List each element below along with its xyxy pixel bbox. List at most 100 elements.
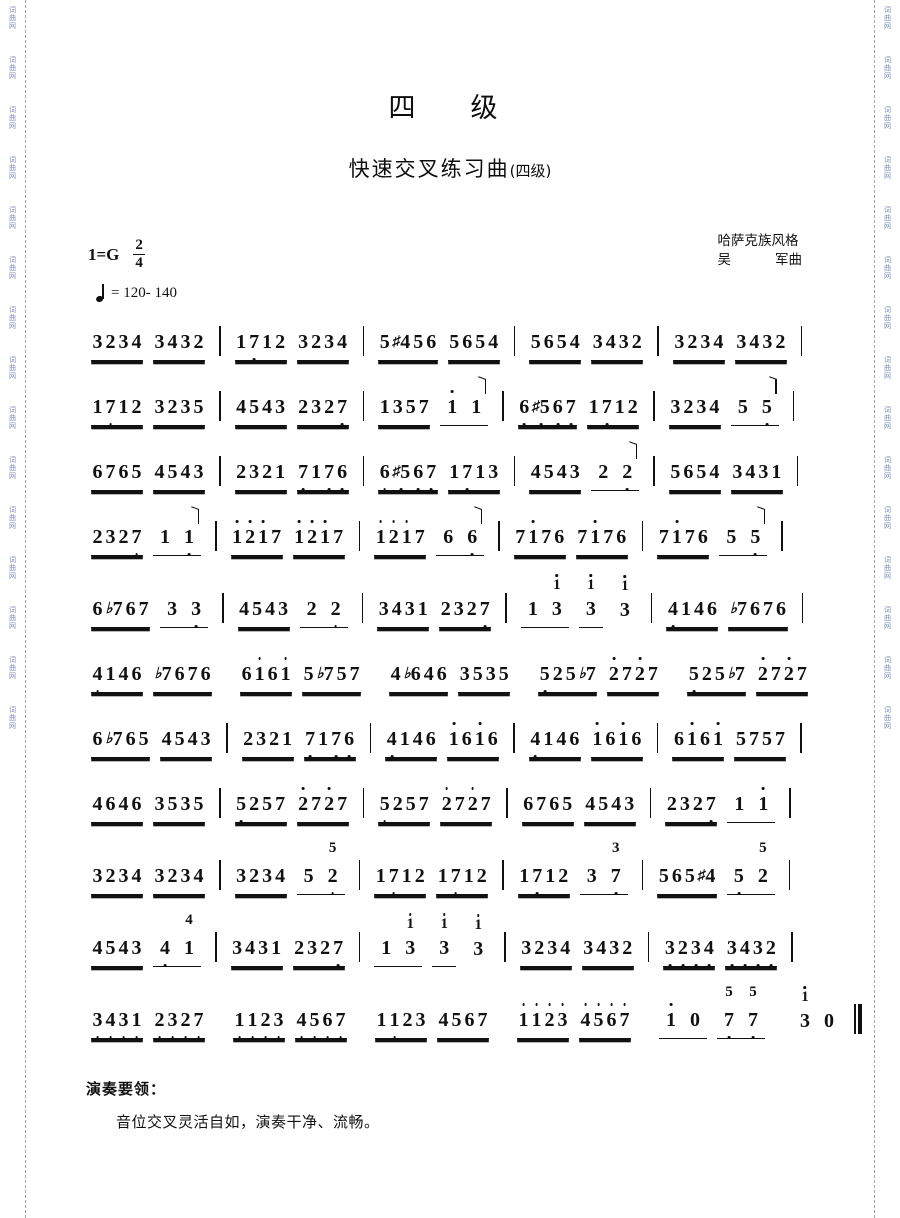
watermark-text: 词曲网 [9,556,16,580]
measure: 6 1 6 1 5 ♭7 5 7 [235,657,366,693]
bar-line [362,326,365,356]
bar-line [788,860,791,890]
style-credit: 哈萨克族风格 [717,233,799,249]
measure: 4 1 4 6 ♭7 6 7 6 [86,663,217,693]
watermark-text: 词曲网 [9,206,16,230]
bar-line [219,788,221,818]
left-watermark-strip: 词曲网 词曲网 词曲网 词曲网 词曲网 词曲网 词曲网 词曲网 词曲网 词曲网 … [0,0,26,1218]
bar-line [513,723,515,753]
bar-line [656,723,659,753]
watermark-text: 词曲网 [884,106,891,130]
page-title: 四 级 [388,93,512,124]
watermark-text: 词曲网 [884,206,891,230]
bar-line [653,456,655,486]
measure: 6 ♯5 6 7 1 7 1 2 [513,396,645,426]
bar-line [506,788,508,818]
bar-line [362,456,365,486]
measure: 4 ♭6 4 6 3 5 3 5 [384,663,515,693]
watermark-text: 词曲网 [884,56,891,80]
time-signature: 2 4 [133,238,145,271]
bar-line [219,391,221,421]
song-title-suffix: (四级) [509,162,552,180]
bar-line [513,326,516,356]
final-bar-line [854,1004,862,1034]
bar-line [369,723,372,753]
bar-line [358,521,361,551]
bar-line [358,860,361,890]
measure: 5 2 5 ♭7 2 7 2 7 [533,657,664,693]
bar-line [219,326,221,356]
composer-name: 吴 [717,252,732,268]
bar-line [796,456,799,486]
time-signature-denominator: 4 [135,255,143,271]
watermark-text: 词曲网 [884,706,891,730]
measure: 6 ♯5 6 7 1 7 1 3 [373,461,505,491]
watermark-text: 词曲网 [9,356,16,380]
measure: 5 6 5 ♯4 5 2 5 [652,841,780,895]
measure: 4 1 4 6 ♭7 6 7 6 [661,598,792,628]
bar-line [361,593,364,623]
sheet-music-page: 四 级 快速交叉练习曲(四级) 哈萨克族风格 吴 军曲 1=G 2 4 = 120… [26,0,874,1218]
watermark-text: 词曲网 [9,256,16,280]
watermark-text: 词曲网 [9,706,16,730]
watermark-text: 词曲网 [9,606,16,630]
bar-line [219,860,221,890]
performance-notes-body: 音位交叉灵活自如，演奏干净、流畅。 [116,1113,380,1131]
bar-line [641,521,644,551]
bar-line [513,456,516,486]
quarter-note-icon [95,283,105,303]
right-watermark-strip: 词曲网 词曲网 词曲网 词曲网 词曲网 词曲网 词曲网 词曲网 词曲网 词曲网 … [874,0,900,1218]
watermark-text: 词曲网 [9,656,16,680]
watermark-text: 词曲网 [884,556,891,580]
bar-line [502,860,504,890]
bar-line [800,723,803,753]
watermark-text: 词曲网 [884,406,891,430]
watermark-text: 词曲网 [9,506,16,530]
watermark-text: 词曲网 [884,606,891,630]
measure: 6 ♭7 6 7 3 3 [86,598,213,628]
bar-line [215,521,217,551]
bar-line [650,593,653,623]
watermark-text: 词曲网 [884,156,891,180]
measure: 6 ♭7 6 5 4 5 4 3 [86,728,217,758]
bar-line [215,932,217,962]
bar-line [781,521,783,551]
watermark-text: 词曲网 [9,406,16,430]
time-signature-numerator: 2 [133,237,145,255]
watermark-text: 词曲网 [884,656,891,680]
performance-notes: 演奏要领： 音位交叉灵活自如，演奏干净、流畅。 [86,1078,380,1132]
watermark-text: 词曲网 [884,6,891,30]
bar-line [498,521,500,551]
tempo-value: = 120- 140 [111,285,177,301]
bar-line [653,391,655,421]
song-title: 快速交叉练习曲(四级) [26,153,874,183]
notation-row: 4 1 4 6 ♭7 6 7 6 6 1 6 1 5 ♭7 5 7 4 ♭6 4 6 3 5 3 5 5 2 5 ♭7 2 7 2 7 … [86,628,822,693]
